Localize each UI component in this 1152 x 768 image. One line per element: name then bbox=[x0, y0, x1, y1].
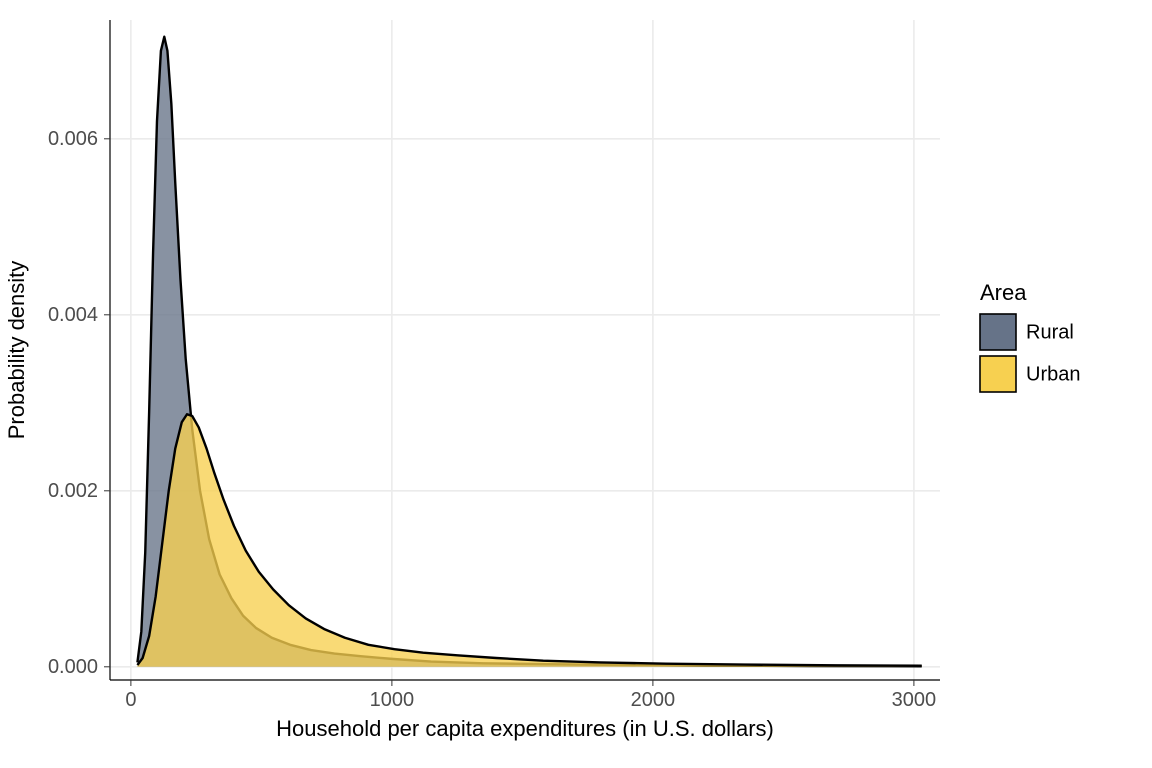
x-tick-label: 2000 bbox=[631, 689, 676, 711]
y-tick-label: 0.000 bbox=[48, 656, 98, 678]
legend-label-rural: Rural bbox=[1026, 321, 1074, 343]
x-tick-label: 1000 bbox=[370, 689, 415, 711]
chart-svg: 0 1000 2000 3000 0.000 0.002 0.004 0.006 Househo… bbox=[0, 0, 1152, 768]
x-tick-label: 0 bbox=[125, 689, 136, 711]
y-tick-label: 0.006 bbox=[48, 128, 98, 150]
x-tick-label: 3000 bbox=[892, 689, 937, 711]
y-tick-label: 0.002 bbox=[48, 480, 98, 502]
legend-title: Area bbox=[980, 280, 1027, 305]
legend-key-rural bbox=[980, 314, 1016, 350]
legend-key-urban bbox=[980, 356, 1016, 392]
legend-label-urban: Urban bbox=[1026, 363, 1080, 385]
y-axis-title: Probability density bbox=[4, 261, 29, 440]
y-tick-label: 0.004 bbox=[48, 304, 98, 326]
density-chart: 0 1000 2000 3000 0.000 0.002 0.004 0.006 Househo… bbox=[0, 0, 1152, 768]
x-axis-title: Household per capita expenditures (in U.… bbox=[276, 716, 774, 741]
